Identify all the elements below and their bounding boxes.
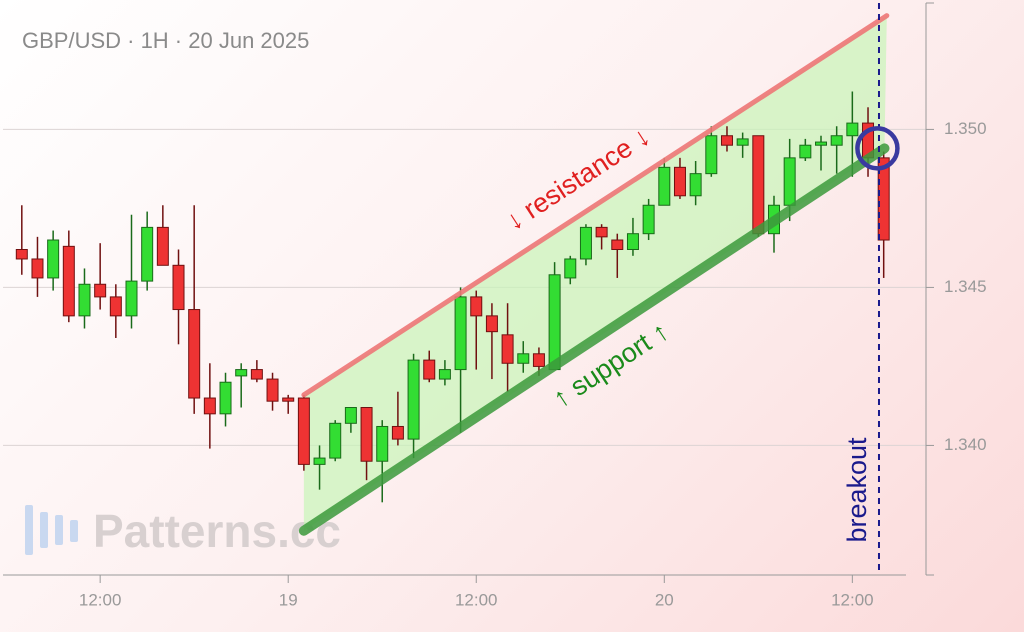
candle-body (783, 157, 796, 206)
breakout-label: breakout (842, 437, 872, 543)
candle-body (94, 283, 107, 298)
candle-body (548, 274, 561, 371)
candle-body (438, 369, 451, 380)
candle-body (626, 233, 639, 250)
candle-body (611, 239, 624, 250)
candle-body (830, 135, 843, 146)
resistance-line (301, 13, 890, 398)
x-tick-label: 12:00 (831, 590, 874, 609)
candle-body (297, 397, 310, 465)
candle-body (344, 407, 357, 424)
candle-body (642, 204, 655, 235)
x-tick-label: 12:00 (79, 590, 122, 609)
candle-body (454, 296, 467, 371)
watermark-icon (25, 505, 78, 555)
candle-body (877, 157, 890, 241)
candle-body (532, 353, 545, 367)
candle-body (78, 283, 91, 317)
breakout-marker (855, 126, 900, 171)
x-tick-label: 12:00 (455, 590, 498, 609)
y-tick-label: 1.340 (944, 435, 987, 454)
x-tick-label: 20 (655, 590, 674, 609)
candle-body (564, 258, 577, 279)
candle-body (219, 381, 232, 415)
candle-body (31, 258, 44, 279)
support-line (298, 143, 890, 536)
candle-body (156, 226, 169, 266)
channel-fill (303, 15, 887, 531)
candle-body (266, 378, 279, 402)
candle-body (815, 141, 828, 146)
candle-body (752, 135, 765, 235)
candle-body (360, 407, 373, 462)
candle-body (172, 264, 185, 311)
candle-body (125, 280, 138, 317)
candle-body (250, 369, 263, 380)
candle-body (313, 457, 326, 465)
candle-body (47, 239, 60, 279)
candle-body (658, 166, 671, 206)
candle-body (329, 422, 342, 459)
candle-body (517, 353, 530, 364)
candle-body (501, 334, 514, 364)
candle-body (15, 248, 28, 260)
candle-body (799, 144, 812, 159)
x-tick-label: 19 (279, 590, 298, 609)
candle-body (109, 296, 122, 317)
candle-body (579, 226, 592, 260)
candle-body (736, 138, 749, 146)
y-tick-label: 1.350 (944, 119, 987, 138)
candle-body (673, 166, 686, 197)
chart-title: GBP/USD · 1H · 20 Jun 2025 (22, 28, 309, 53)
candle-body (282, 397, 295, 402)
candle-body (141, 226, 154, 282)
candle-body (391, 425, 404, 440)
candle-body (595, 226, 608, 238)
candle-body (689, 173, 702, 197)
candle-body (423, 359, 436, 380)
candle-body (235, 369, 248, 377)
candle-body (376, 425, 389, 462)
candle-body (188, 309, 201, 399)
candle-body (485, 315, 498, 333)
y-tick-label: 1.345 (944, 277, 987, 296)
candle-body (705, 135, 718, 175)
candle-body (203, 397, 216, 415)
candle-body (846, 122, 859, 137)
candle-body (470, 296, 483, 317)
candle-body (720, 135, 733, 146)
candle-body (407, 359, 420, 440)
candle-body (62, 245, 75, 317)
